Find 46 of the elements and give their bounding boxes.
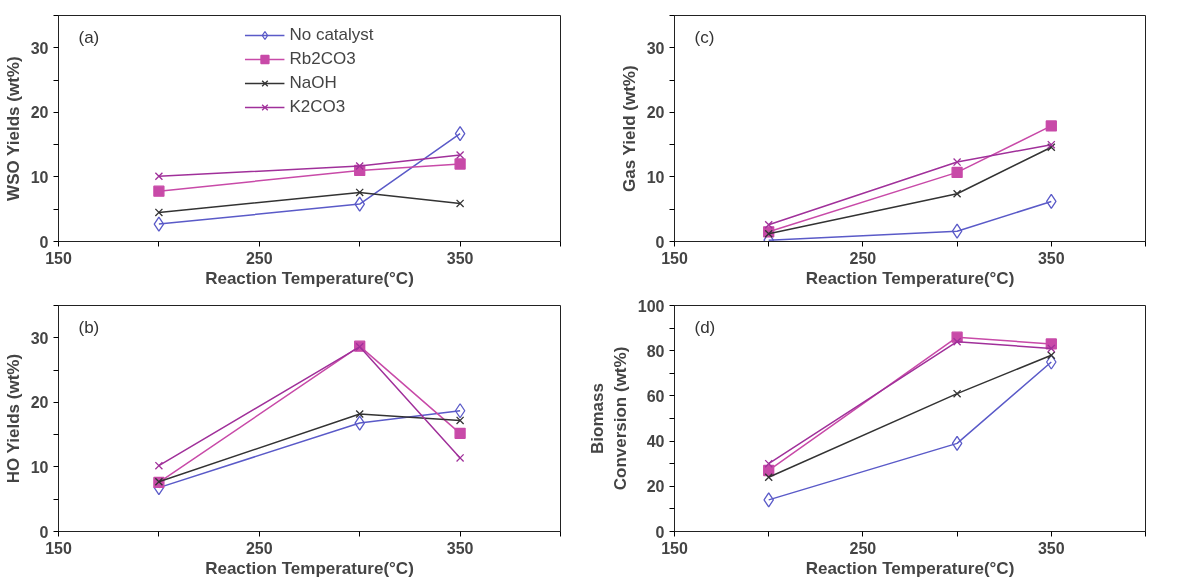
y-tick-label: 10 bbox=[646, 168, 665, 186]
x-axis-title: Reaction Temperature(°C) bbox=[205, 558, 414, 578]
x-tick-label: 150 bbox=[45, 539, 72, 557]
annotation: (c) bbox=[694, 27, 715, 47]
y-tick-label: 20 bbox=[30, 104, 49, 122]
legend-label: NaOH bbox=[289, 73, 337, 93]
y-tick-label: 30 bbox=[30, 329, 49, 347]
annotation: (a) bbox=[78, 27, 100, 47]
y-tick-label: 20 bbox=[30, 394, 49, 412]
y-axis-title: Biomass Conversion (wt%) bbox=[588, 346, 630, 491]
y-axis-title: HO Yields (wt%) bbox=[3, 353, 23, 484]
x-axis-title: Reaction Temperature(°C) bbox=[805, 558, 1015, 578]
x-axis-title: Reaction Temperature(°C) bbox=[805, 268, 1015, 288]
x-tick-label: 250 bbox=[245, 539, 273, 557]
x-tick-label: 250 bbox=[849, 249, 877, 267]
x-axis-title: Reaction Temperature(°C) bbox=[205, 268, 414, 288]
x-tick-label: 350 bbox=[446, 249, 474, 267]
annotation: (d) bbox=[694, 317, 716, 337]
y-tick-label: 30 bbox=[30, 39, 49, 57]
y-axis-title: WSO Yields (wt%) bbox=[3, 56, 23, 201]
y-tick-label: 0 bbox=[39, 523, 49, 541]
x-tick-label: 250 bbox=[849, 539, 877, 557]
y-tick-label: 40 bbox=[646, 433, 665, 451]
y-tick-label: 0 bbox=[39, 233, 49, 251]
y-tick-label: 10 bbox=[30, 168, 49, 186]
y-axis-title: Gas Yield (wt%) bbox=[619, 65, 639, 192]
x-tick-label: 350 bbox=[1037, 539, 1065, 557]
y-tick-label: 80 bbox=[646, 342, 665, 360]
x-tick-label: 150 bbox=[661, 539, 688, 557]
y-tick-label: 20 bbox=[646, 104, 665, 122]
y-tick-label: 30 bbox=[646, 39, 665, 57]
annotation: (b) bbox=[78, 317, 100, 337]
x-tick-label: 350 bbox=[446, 539, 474, 557]
x-tick-label: 150 bbox=[661, 249, 688, 267]
y-tick-label: 0 bbox=[655, 233, 665, 251]
legend-label: Rb2CO3 bbox=[289, 49, 356, 69]
x-tick-label: 350 bbox=[1037, 249, 1065, 267]
legend-label: No catalyst bbox=[289, 25, 374, 45]
x-tick-label: 150 bbox=[45, 249, 72, 267]
y-tick-label: 60 bbox=[646, 387, 665, 405]
y-tick-label: 10 bbox=[30, 458, 49, 476]
y-tick-label: 100 bbox=[637, 297, 665, 315]
x-tick-label: 250 bbox=[245, 249, 273, 267]
legend-label: K2CO3 bbox=[289, 97, 346, 117]
y-tick-label: 20 bbox=[646, 478, 665, 496]
y-tick-label: 0 bbox=[655, 523, 665, 541]
